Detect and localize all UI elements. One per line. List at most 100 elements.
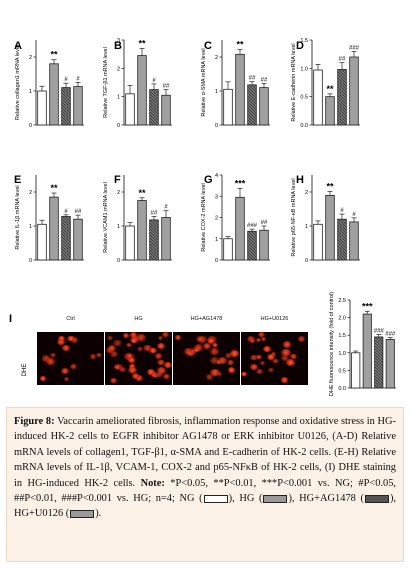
dhe-cell-spot	[209, 347, 220, 356]
significance-label: #	[340, 208, 344, 214]
y-tick-label: 0	[117, 123, 120, 129]
bar	[73, 218, 83, 261]
dhe-cell-spot	[149, 347, 157, 354]
bar	[161, 217, 171, 261]
significance-label: **	[236, 40, 244, 50]
dhe-cell-spot	[127, 353, 133, 358]
y-axis-label: Relative COX-2 mRNA level	[201, 183, 207, 251]
y-tick-label: 2	[117, 190, 120, 196]
dhe-cell-spot	[157, 359, 165, 366]
dhe-image-ctrl	[37, 332, 104, 385]
legend-swatch-u0126	[70, 510, 95, 519]
dhe-cell-spot	[258, 332, 265, 338]
significance-label: #	[352, 212, 356, 218]
legend-swatch-ag1478	[364, 494, 389, 503]
bar	[37, 90, 47, 126]
dhe-cell-spot	[281, 377, 289, 383]
panel-letter: D	[296, 40, 304, 52]
dhe-cell-spot	[128, 364, 135, 369]
dhe-cell-spot	[131, 373, 140, 380]
dhe-cell-spot	[217, 356, 227, 364]
dhe-image-label: HG+U0126	[260, 316, 289, 322]
y-tick-label: 2.0	[338, 316, 346, 322]
bar	[349, 56, 359, 126]
y-tick-label: 1	[29, 224, 32, 230]
dhe-cell-spot	[250, 354, 258, 361]
y-axis-label: Relative TGF-β1 mRNA level	[103, 47, 109, 118]
bar	[235, 53, 245, 126]
bar	[125, 93, 135, 126]
dhe-cell-spot	[249, 338, 256, 343]
dhe-cell-spot	[129, 332, 138, 338]
dhe-image-label: HG+AG1478	[190, 316, 223, 322]
dhe-cell-spot	[157, 335, 164, 340]
dhe-cell-spot	[130, 337, 138, 344]
dhe-cell-spot	[134, 374, 144, 381]
dhe-cell-spot	[109, 377, 117, 384]
dhe-cell-spot	[154, 371, 163, 378]
dhe-cell-spot	[126, 342, 132, 347]
dhe-cell-spot	[224, 352, 233, 359]
significance-label: **	[138, 39, 146, 49]
significance-label: ##	[249, 75, 256, 81]
panel-letter: F	[114, 174, 121, 186]
caption-legend-text: ), HG+U0126 (	[14, 493, 396, 520]
legend-swatch-ng	[203, 494, 228, 503]
bar	[325, 194, 335, 261]
figure-caption: Figure 8: Vaccarin ameliorated fibrosis,…	[6, 407, 404, 562]
dhe-image-label: Ctrl	[66, 316, 75, 322]
significance-label: ***	[362, 301, 373, 311]
bar	[149, 219, 159, 261]
dhe-cell-spot	[249, 364, 258, 370]
dhe-cell-spot	[266, 353, 275, 360]
dhe-cell-spot	[147, 369, 155, 375]
significance-label: #	[76, 77, 80, 83]
panel-letter: A	[14, 40, 22, 52]
dhe-cell-spot	[123, 333, 130, 338]
bar	[235, 196, 245, 261]
bar	[313, 69, 323, 126]
significance-label: ***	[235, 178, 246, 188]
y-tick-label: 0	[215, 123, 218, 129]
dhe-cell-spot	[228, 367, 236, 373]
bar	[161, 94, 171, 126]
dhe-cell-spot	[164, 361, 172, 368]
y-tick-label: 0.0	[338, 386, 346, 392]
significance-label: #	[152, 78, 156, 84]
y-axis-label: Relative IL-1β mRNA level	[15, 185, 21, 249]
y-tick-label: 1.5	[338, 333, 346, 339]
caption-legend-text: ).	[95, 508, 102, 520]
bar	[61, 216, 71, 261]
y-tick-label: 1	[117, 95, 120, 101]
dhe-cell-spot	[281, 348, 291, 356]
significance-label: ##	[75, 209, 82, 215]
dhe-cell-spot	[63, 376, 70, 382]
y-tick-label: 1	[215, 237, 218, 243]
dhe-cell-spot	[189, 348, 198, 354]
y-tick-label: 0.5	[338, 368, 346, 374]
y-tick-label: 3	[117, 38, 120, 44]
bar	[385, 339, 395, 389]
dhe-cell-spot	[46, 358, 55, 365]
dhe-cell-spot	[202, 342, 212, 350]
dhe-image-hg-ag1478	[173, 332, 240, 385]
dhe-cell-spot	[255, 337, 261, 342]
y-tick-label: 4	[215, 173, 218, 179]
bar	[49, 196, 59, 261]
bar	[374, 336, 384, 389]
y-tick-label: 0.5	[300, 95, 308, 101]
y-axis-label: DHE fluorescence intensity (fold of cont…	[329, 292, 335, 396]
dhe-cell-spot	[56, 339, 65, 346]
dhe-cell-spot	[135, 333, 146, 341]
significance-label: **	[138, 188, 146, 198]
significance-label: **	[326, 181, 334, 191]
dhe-cell-spot	[282, 341, 292, 349]
y-axis-label: Relative p65-NF-κB mRNA level	[291, 178, 297, 256]
y-tick-label: 1.0	[338, 351, 346, 357]
dhe-cell-spot	[212, 342, 219, 348]
bar	[247, 230, 257, 261]
significance-label: ###	[349, 45, 360, 51]
dhe-cell-spot	[96, 352, 102, 358]
dhe-cell-spot	[193, 343, 204, 351]
